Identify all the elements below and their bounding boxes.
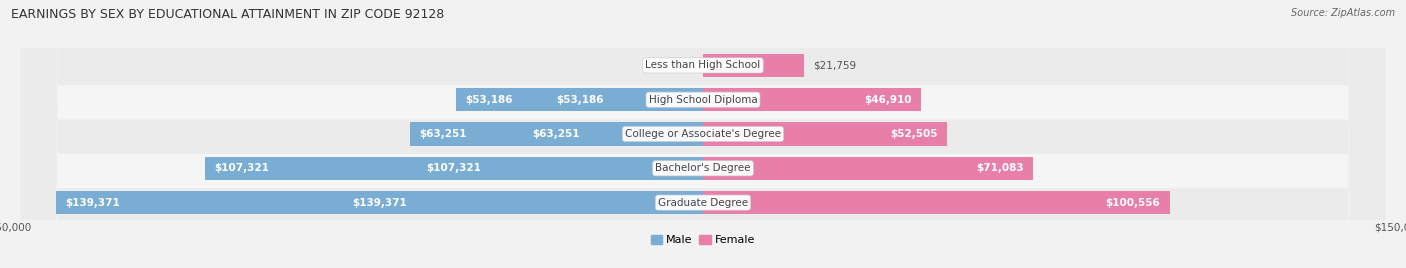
Text: $21,759: $21,759 [813,60,856,70]
Text: Source: ZipAtlas.com: Source: ZipAtlas.com [1291,8,1395,18]
Text: $63,251: $63,251 [419,129,467,139]
Bar [456,88,703,111]
Text: $107,321: $107,321 [426,163,481,173]
Text: $0: $0 [678,60,692,70]
Text: $63,251: $63,251 [533,129,581,139]
Text: High School Diploma: High School Diploma [648,95,758,105]
Text: Graduate Degree: Graduate Degree [658,198,748,208]
Text: $53,186: $53,186 [555,95,603,105]
Text: $52,505: $52,505 [890,129,938,139]
FancyBboxPatch shape [21,0,1385,268]
Text: $71,083: $71,083 [976,163,1024,173]
FancyBboxPatch shape [21,0,1385,268]
Bar [409,122,703,146]
FancyBboxPatch shape [21,0,1385,268]
Text: College or Associate's Degree: College or Associate's Degree [626,129,780,139]
Bar [56,191,703,214]
Text: $139,371: $139,371 [66,198,121,208]
Text: $100,556: $100,556 [1105,198,1160,208]
Bar [703,157,1033,180]
Bar [703,122,946,146]
Bar [703,191,1170,214]
Legend: Male, Female: Male, Female [651,234,755,245]
Text: Bachelor's Degree: Bachelor's Degree [655,163,751,173]
Bar [703,88,921,111]
Bar [205,157,703,180]
FancyBboxPatch shape [21,0,1385,268]
Text: $107,321: $107,321 [214,163,269,173]
Bar [703,54,804,77]
Text: EARNINGS BY SEX BY EDUCATIONAL ATTAINMENT IN ZIP CODE 92128: EARNINGS BY SEX BY EDUCATIONAL ATTAINMEN… [11,8,444,21]
Text: $139,371: $139,371 [353,198,408,208]
FancyBboxPatch shape [21,0,1385,268]
Text: $53,186: $53,186 [465,95,513,105]
Text: Less than High School: Less than High School [645,60,761,70]
Text: $46,910: $46,910 [863,95,911,105]
